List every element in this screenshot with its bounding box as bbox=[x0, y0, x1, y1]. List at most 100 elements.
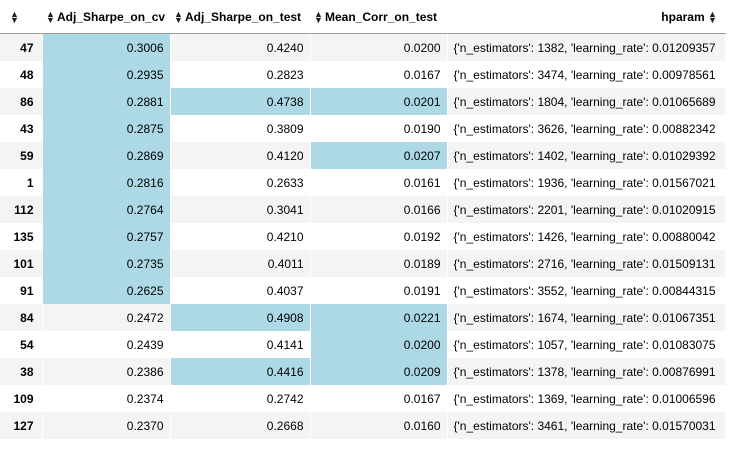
header-row: ▲ ▼ ▲ ▼ Adj_Sharpe_on_cv ▲ ▼ Adj_Sharpe_on_te… bbox=[0, 0, 725, 34]
cell-adj-sharpe-test: 0.2742 bbox=[170, 385, 311, 412]
row-index: 38 bbox=[0, 358, 43, 385]
cell-hparam: {'n_estimators': 1804, 'learning_rate': … bbox=[447, 88, 726, 115]
cell-adj-sharpe-test: 0.3809 bbox=[170, 115, 311, 142]
header-adj-sharpe-cv[interactable]: ▲ ▼ Adj_Sharpe_on_cv bbox=[42, 0, 170, 34]
cell-hparam: {'n_estimators': 1057, 'learning_rate': … bbox=[447, 331, 726, 358]
table-row[interactable]: 43 0.2875 0.3809 0.0190 {'n_estimators': 362… bbox=[0, 115, 726, 142]
table-row[interactable]: 47 0.3006 0.4240 0.0200 {'n_estimators': 138… bbox=[0, 33, 726, 61]
table-row[interactable]: 54 0.2439 0.4141 0.0200 {'n_estimators': 105… bbox=[0, 331, 726, 358]
cell-mean-corr-test: 0.0161 bbox=[310, 169, 448, 196]
cell-adj-sharpe-cv: 0.2625 bbox=[42, 277, 171, 304]
table-row[interactable]: 59 0.2869 0.4120 0.0207 {'n_estimators': 140… bbox=[0, 142, 726, 169]
row-index: 135 bbox=[0, 223, 43, 250]
cell-hparam: {'n_estimators': 1402, 'learning_rate': … bbox=[447, 142, 726, 169]
cell-mean-corr-test: 0.0201 bbox=[310, 88, 448, 115]
cell-adj-sharpe-cv: 0.3006 bbox=[42, 33, 171, 61]
row-index: 48 bbox=[0, 61, 43, 88]
cell-adj-sharpe-cv: 0.2386 bbox=[42, 358, 171, 385]
cell-adj-sharpe-test: 0.2668 bbox=[170, 412, 311, 439]
table-row[interactable]: 1 0.2816 0.2633 0.0161 {'n_estimators': 1936… bbox=[0, 169, 726, 196]
header-hparam[interactable]: hparam ▲ ▼ bbox=[447, 0, 725, 34]
cell-adj-sharpe-cv: 0.2881 bbox=[42, 88, 171, 115]
table-row[interactable]: 109 0.2374 0.2742 0.0167 {'n_estimators': 13… bbox=[0, 385, 726, 412]
cell-hparam: {'n_estimators': 2716, 'learning_rate': … bbox=[447, 250, 726, 277]
cell-hparam: {'n_estimators': 3552, 'learning_rate': … bbox=[447, 277, 726, 304]
cell-adj-sharpe-test: 0.4416 bbox=[170, 358, 311, 385]
cell-adj-sharpe-cv: 0.2370 bbox=[42, 412, 171, 439]
cell-mean-corr-test: 0.0166 bbox=[310, 196, 448, 223]
row-index: 109 bbox=[0, 385, 43, 412]
row-index: 1 bbox=[0, 169, 43, 196]
cell-adj-sharpe-cv: 0.2439 bbox=[42, 331, 171, 358]
cell-mean-corr-test: 0.0200 bbox=[310, 33, 448, 61]
cell-adj-sharpe-test: 0.4240 bbox=[170, 33, 311, 61]
cell-hparam: {'n_estimators': 1369, 'learning_rate': … bbox=[447, 385, 726, 412]
cell-hparam: {'n_estimators': 3626, 'learning_rate': … bbox=[447, 115, 726, 142]
cell-adj-sharpe-test: 0.4011 bbox=[170, 250, 311, 277]
cell-adj-sharpe-cv: 0.2757 bbox=[42, 223, 171, 250]
cell-mean-corr-test: 0.0190 bbox=[310, 115, 448, 142]
cell-adj-sharpe-cv: 0.2735 bbox=[42, 250, 171, 277]
header-mean-corr-test[interactable]: ▲ ▼ Mean_Corr_on_test bbox=[310, 0, 447, 34]
header-adj-sharpe-test[interactable]: ▲ ▼ Adj_Sharpe_on_test bbox=[170, 0, 310, 34]
cell-mean-corr-test: 0.0189 bbox=[310, 250, 448, 277]
row-index: 43 bbox=[0, 115, 43, 142]
cell-adj-sharpe-cv: 0.2816 bbox=[42, 169, 171, 196]
sort-icon[interactable]: ▲ ▼ bbox=[314, 11, 322, 24]
row-index: 91 bbox=[0, 277, 43, 304]
sort-icon[interactable]: ▲ ▼ bbox=[708, 11, 716, 24]
cell-adj-sharpe-test: 0.4908 bbox=[170, 304, 311, 331]
table-row[interactable]: 127 0.2370 0.2668 0.0160 {'n_estimators': 34… bbox=[0, 412, 726, 439]
cell-hparam: {'n_estimators': 1426, 'learning_rate': … bbox=[447, 223, 726, 250]
row-index: 47 bbox=[0, 33, 43, 61]
table-row[interactable]: 48 0.2935 0.2823 0.0167 {'n_estimators': 347… bbox=[0, 61, 726, 88]
cell-adj-sharpe-test: 0.4210 bbox=[170, 223, 311, 250]
header-label: hparam bbox=[661, 9, 705, 24]
cell-adj-sharpe-test: 0.2633 bbox=[170, 169, 311, 196]
cell-mean-corr-test: 0.0207 bbox=[310, 142, 448, 169]
cell-adj-sharpe-test: 0.4738 bbox=[170, 88, 311, 115]
table-body: 47 0.3006 0.4240 0.0200 {'n_estimators': 138… bbox=[0, 33, 726, 439]
cell-adj-sharpe-cv: 0.2935 bbox=[42, 61, 171, 88]
cell-adj-sharpe-cv: 0.2764 bbox=[42, 196, 171, 223]
row-index: 59 bbox=[0, 142, 43, 169]
cell-adj-sharpe-test: 0.2823 bbox=[170, 61, 311, 88]
cell-adj-sharpe-cv: 0.2869 bbox=[42, 142, 171, 169]
table-row[interactable]: 38 0.2386 0.4416 0.0209 {'n_estimators': 137… bbox=[0, 358, 726, 385]
cell-adj-sharpe-test: 0.4037 bbox=[170, 277, 311, 304]
cell-hparam: {'n_estimators': 1674, 'learning_rate': … bbox=[447, 304, 726, 331]
cell-hparam: {'n_estimators': 3474, 'learning_rate': … bbox=[447, 61, 726, 88]
table-row[interactable]: 86 0.2881 0.4738 0.0201 {'n_estimators': 180… bbox=[0, 88, 726, 115]
cell-mean-corr-test: 0.0200 bbox=[310, 331, 448, 358]
table-row[interactable]: 84 0.2472 0.4908 0.0221 {'n_estimators': 167… bbox=[0, 304, 726, 331]
cell-adj-sharpe-test: 0.4120 bbox=[170, 142, 311, 169]
cell-hparam: {'n_estimators': 1378, 'learning_rate': … bbox=[447, 358, 726, 385]
sort-icon[interactable]: ▲ ▼ bbox=[174, 11, 182, 24]
row-index: 127 bbox=[0, 412, 43, 439]
header-label: Adj_Sharpe_on_test bbox=[185, 9, 302, 24]
cell-mean-corr-test: 0.0221 bbox=[310, 304, 448, 331]
table-row[interactable]: 135 0.2757 0.4210 0.0192 {'n_estimators': 14… bbox=[0, 223, 726, 250]
cell-hparam: {'n_estimators': 1936, 'learning_rate': … bbox=[447, 169, 726, 196]
sort-icon[interactable]: ▲ ▼ bbox=[46, 11, 54, 24]
cell-adj-sharpe-cv: 0.2374 bbox=[42, 385, 171, 412]
results-table: ▲ ▼ ▲ ▼ Adj_Sharpe_on_cv ▲ ▼ Adj_Sharpe_on_te… bbox=[0, 0, 726, 439]
row-index: 84 bbox=[0, 304, 43, 331]
header-label: Mean_Corr_on_test bbox=[325, 9, 438, 24]
cell-mean-corr-test: 0.0167 bbox=[310, 61, 448, 88]
cell-adj-sharpe-test: 0.4141 bbox=[170, 331, 311, 358]
index-header[interactable]: ▲ ▼ bbox=[0, 0, 42, 34]
cell-mean-corr-test: 0.0209 bbox=[310, 358, 448, 385]
cell-adj-sharpe-test: 0.3041 bbox=[170, 196, 311, 223]
row-index: 86 bbox=[0, 88, 43, 115]
cell-mean-corr-test: 0.0192 bbox=[310, 223, 448, 250]
sort-icon[interactable]: ▲ ▼ bbox=[10, 11, 18, 24]
row-index: 101 bbox=[0, 250, 43, 277]
cell-hparam: {'n_estimators': 1382, 'learning_rate': … bbox=[447, 33, 726, 61]
table-row[interactable]: 112 0.2764 0.3041 0.0166 {'n_estimators': 22… bbox=[0, 196, 726, 223]
cell-adj-sharpe-cv: 0.2472 bbox=[42, 304, 171, 331]
table-row[interactable]: 91 0.2625 0.4037 0.0191 {'n_estimators': 355… bbox=[0, 277, 726, 304]
row-index: 54 bbox=[0, 331, 43, 358]
table-row[interactable]: 101 0.2735 0.4011 0.0189 {'n_estimators': 27… bbox=[0, 250, 726, 277]
